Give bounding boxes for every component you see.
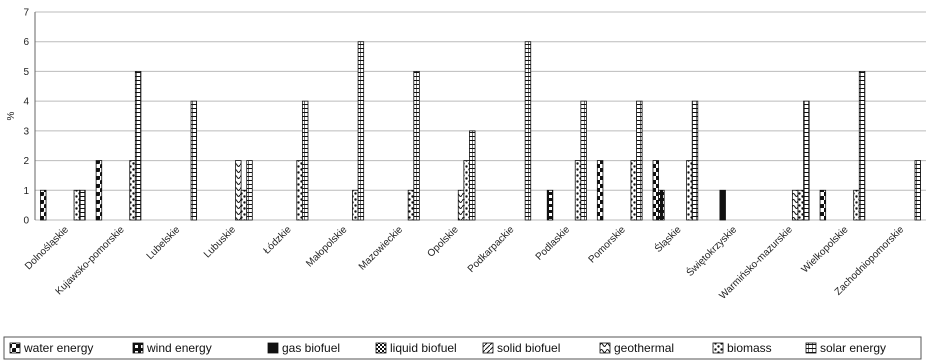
legend-label: biomass xyxy=(727,341,772,355)
category-label: Opolskie xyxy=(425,224,461,260)
y-tick-label: 2 xyxy=(23,156,29,167)
bar-biomass xyxy=(296,160,303,221)
bar-water xyxy=(40,189,47,221)
category-label: Łódzkie xyxy=(262,224,294,256)
legend-swatch-solid xyxy=(482,342,494,354)
bar-solar xyxy=(858,71,866,221)
legend-swatch-water xyxy=(9,342,21,354)
category-label: Lubuskie xyxy=(202,224,238,260)
bar-biomass xyxy=(574,160,582,221)
y-tick-label: 7 xyxy=(23,8,29,19)
legend-label: gas biofuel xyxy=(282,341,340,355)
bar-solar xyxy=(413,71,420,221)
bar-biomass xyxy=(853,189,860,221)
axes: 0 1 2 3 4 5 6 7% xyxy=(6,8,36,227)
bar-solar xyxy=(914,160,921,221)
category-label: Śląskie xyxy=(652,223,684,255)
bar-water xyxy=(95,160,103,221)
category-label: Dolnośląskie xyxy=(23,224,71,272)
bar-biomass xyxy=(73,189,81,221)
legend-label: liquid biofuel xyxy=(390,341,457,355)
bar-water xyxy=(652,160,660,221)
bar-solar xyxy=(134,71,142,221)
legend-swatch-gas xyxy=(267,342,279,354)
category-label: Podlaskie xyxy=(534,224,573,263)
legend-swatch-solar xyxy=(805,342,817,354)
legend-label: geothermal xyxy=(614,341,674,355)
legend-label: wind energy xyxy=(146,341,212,355)
bar-solar xyxy=(803,100,810,221)
y-tick-label: 1 xyxy=(23,186,29,197)
bar-water xyxy=(819,189,827,221)
bar-solar xyxy=(301,100,309,221)
bar-solar xyxy=(190,100,198,221)
bar-biomass xyxy=(240,189,248,221)
category-label: Wielkopolskie xyxy=(800,224,851,275)
bar-biomass xyxy=(352,189,359,221)
bar-geo xyxy=(791,189,799,221)
legend-swatch-liquid xyxy=(375,342,387,354)
bar-wind xyxy=(658,189,665,221)
bar-biomass xyxy=(407,189,415,221)
bar-biomass xyxy=(630,160,637,221)
category-label: Mazowieckie xyxy=(357,224,406,273)
bar-solar xyxy=(580,100,587,221)
y-tick-label: 0 xyxy=(23,216,29,227)
gridlines xyxy=(35,11,926,221)
legend-swatch-geo xyxy=(599,342,611,354)
category-label: Pomorskie xyxy=(587,224,628,265)
legend-swatch-biomass xyxy=(712,342,724,354)
legend-box xyxy=(3,336,922,360)
bar-solar xyxy=(246,160,253,221)
category-label: Małopolskie xyxy=(304,224,349,269)
y-axis-label: % xyxy=(6,111,17,120)
bar-water xyxy=(596,160,604,221)
category-label: Lubelskie xyxy=(145,224,183,262)
y-tick-label: 3 xyxy=(23,126,29,137)
category-label: Podkarpackie xyxy=(466,224,517,275)
bar-biomass xyxy=(686,160,693,221)
y-tick-label: 5 xyxy=(23,67,29,78)
bar-gas xyxy=(719,189,726,221)
category-label: Świętokrzyskie xyxy=(683,223,739,279)
legend-label: solar energy xyxy=(820,341,886,355)
bar-geo xyxy=(235,160,242,221)
bar-biomass xyxy=(129,160,136,221)
y-tick-label: 4 xyxy=(23,97,29,108)
legend-label: water energy xyxy=(23,341,93,355)
bar-solar xyxy=(469,130,476,221)
bar-solar xyxy=(691,100,699,221)
bar-solar xyxy=(524,41,532,221)
bars xyxy=(40,41,921,221)
bar-solar xyxy=(357,41,365,221)
legend: water energy wind energy gas biofuel liquid… xyxy=(3,336,922,360)
bar-biomass xyxy=(797,189,804,221)
bar-geo xyxy=(457,189,465,221)
bar-solar xyxy=(79,189,86,221)
bar-wind xyxy=(546,189,554,221)
legend-label: solid biofuel xyxy=(497,341,560,355)
bar-biomass xyxy=(463,160,470,221)
bar-solar xyxy=(636,100,643,221)
y-tick-label: 6 xyxy=(23,37,29,48)
legend-swatch-wind xyxy=(132,342,144,354)
